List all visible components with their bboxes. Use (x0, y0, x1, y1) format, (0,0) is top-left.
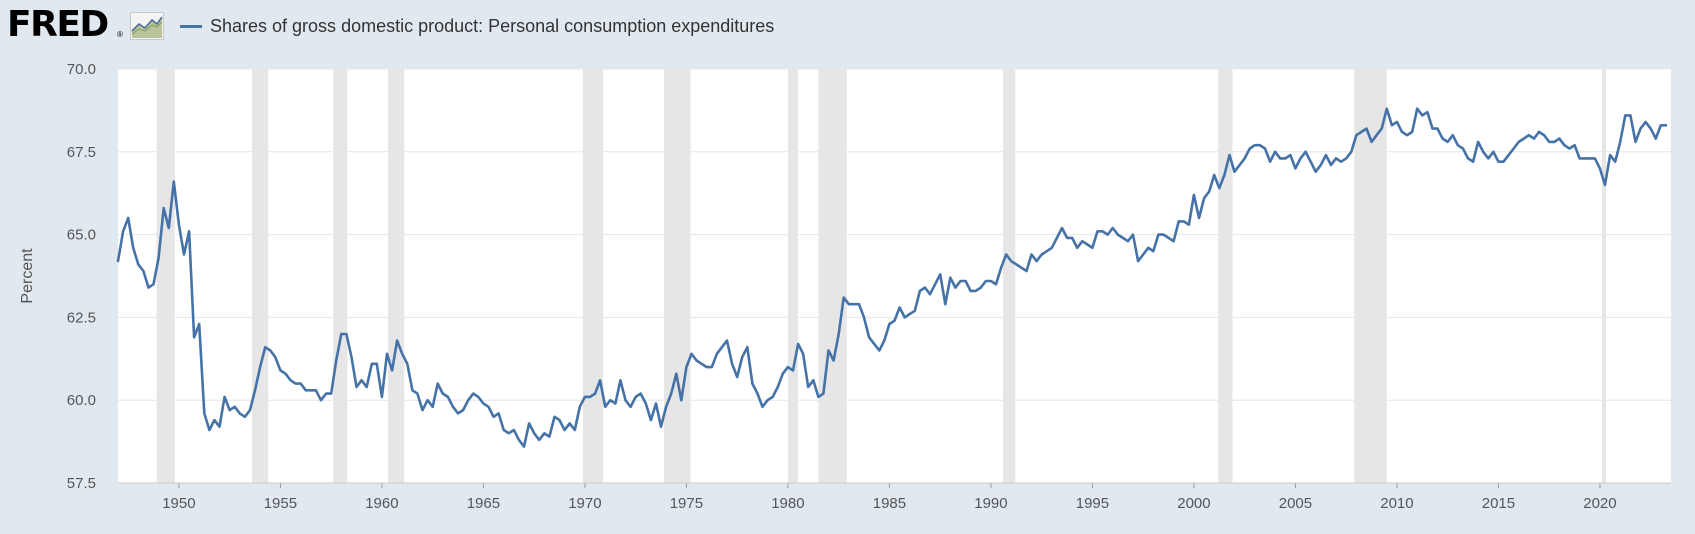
x-tick-label: 1970 (568, 495, 601, 512)
recession-bar (156, 69, 175, 483)
legend[interactable]: Shares of gross domestic product: Person… (180, 12, 774, 40)
x-tick-label: 2020 (1583, 495, 1616, 512)
y-tick-label: 57.5 (67, 475, 96, 492)
y-tick-label: 62.5 (67, 309, 96, 326)
x-tick-label: 1990 (974, 495, 1007, 512)
chart-area: 57.5 60.0 62.5 65.0 67.5 70.0 1950 1955 1960 1965… (0, 52, 1695, 529)
recession-bar (787, 69, 799, 483)
recession-bar (1601, 69, 1607, 483)
x-tick-label: 1980 (771, 495, 804, 512)
x-tick-label: 1965 (467, 495, 500, 512)
fred-logo[interactable]: FRED (7, 4, 109, 45)
x-tick-label: 2000 (1177, 495, 1210, 512)
x-tick-label: 2015 (1482, 495, 1515, 512)
axis-layer: 57.5 60.0 62.5 65.0 67.5 70.0 1950 1955 1960 1965… (19, 61, 1671, 512)
recession-bar (818, 69, 847, 483)
chart-header: FRED ® Shares of gross domestic product:… (0, 0, 1695, 52)
y-tick-label: 70.0 (67, 61, 96, 78)
x-tick-label: 1960 (365, 495, 398, 512)
recession-bar (387, 69, 405, 483)
x-tick-label: 1975 (670, 495, 703, 512)
legend-label[interactable]: Shares of gross domestic product: Person… (210, 15, 775, 36)
x-tick-label: 1995 (1076, 495, 1109, 512)
recession-bar (333, 69, 348, 483)
recession-bar (1354, 69, 1387, 483)
x-tick-label: 1955 (264, 495, 297, 512)
recession-bar (664, 69, 691, 483)
x-tick-label: 2005 (1279, 495, 1312, 512)
legend-swatch (180, 24, 202, 28)
series-line (116, 107, 1668, 448)
line-chart[interactable]: 57.5 60.0 62.5 65.0 67.5 70.0 1950 1955 1960 1965… (0, 52, 1695, 529)
recession-bar (1218, 69, 1233, 483)
series-layer (116, 107, 1668, 448)
recession-bar (251, 69, 269, 483)
line-chart-icon (130, 12, 164, 40)
y-tick-label: 65.0 (67, 227, 96, 244)
plot-background (118, 69, 1671, 483)
recession-shading-layer (118, 69, 1671, 483)
y-axis-label: Percent (19, 248, 36, 304)
recession-bar (1003, 69, 1016, 483)
x-tick-label: 2010 (1380, 495, 1413, 512)
recession-bar (582, 69, 604, 483)
y-tick-label: 67.5 (67, 144, 96, 161)
x-tick-label: 1985 (873, 495, 906, 512)
x-tick-label: 1950 (162, 495, 195, 512)
y-tick-label: 60.0 (67, 392, 96, 409)
registered-mark: ® (117, 30, 123, 39)
